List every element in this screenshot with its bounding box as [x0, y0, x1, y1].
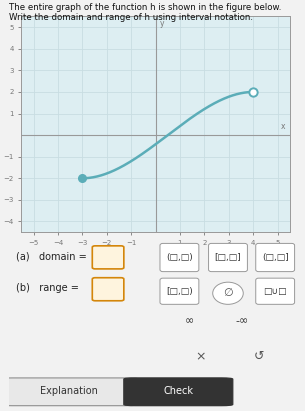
Text: ×: ×	[195, 350, 206, 363]
Text: -∞: -∞	[235, 316, 249, 326]
Text: y: y	[160, 18, 164, 28]
Text: [□,□]: [□,□]	[215, 253, 241, 262]
Text: (a)   domain =: (a) domain =	[16, 252, 87, 262]
Text: Explanation: Explanation	[41, 386, 98, 397]
FancyBboxPatch shape	[160, 243, 199, 272]
Text: x: x	[280, 122, 285, 131]
Text: (□,□): (□,□)	[166, 253, 193, 262]
FancyBboxPatch shape	[256, 278, 295, 304]
FancyBboxPatch shape	[1, 378, 138, 406]
Text: Check: Check	[163, 386, 193, 397]
Text: □∪□: □∪□	[263, 287, 287, 296]
FancyBboxPatch shape	[124, 378, 233, 406]
Circle shape	[213, 282, 243, 304]
FancyBboxPatch shape	[92, 246, 124, 269]
Text: (b)   range =: (b) range =	[16, 283, 79, 293]
Text: [□,□): [□,□)	[166, 287, 193, 296]
Text: ∅: ∅	[223, 288, 233, 298]
FancyBboxPatch shape	[209, 243, 247, 272]
FancyBboxPatch shape	[160, 278, 199, 304]
Text: ↺: ↺	[253, 350, 264, 363]
Text: The entire graph of the function h is shown in the figure below.: The entire graph of the function h is sh…	[9, 3, 282, 12]
FancyBboxPatch shape	[92, 278, 124, 301]
Text: Write the domain and range of h using interval notation.: Write the domain and range of h using in…	[9, 13, 253, 22]
Text: (□,□]: (□,□]	[262, 253, 289, 262]
FancyBboxPatch shape	[256, 243, 295, 272]
Text: ∞: ∞	[185, 316, 194, 326]
